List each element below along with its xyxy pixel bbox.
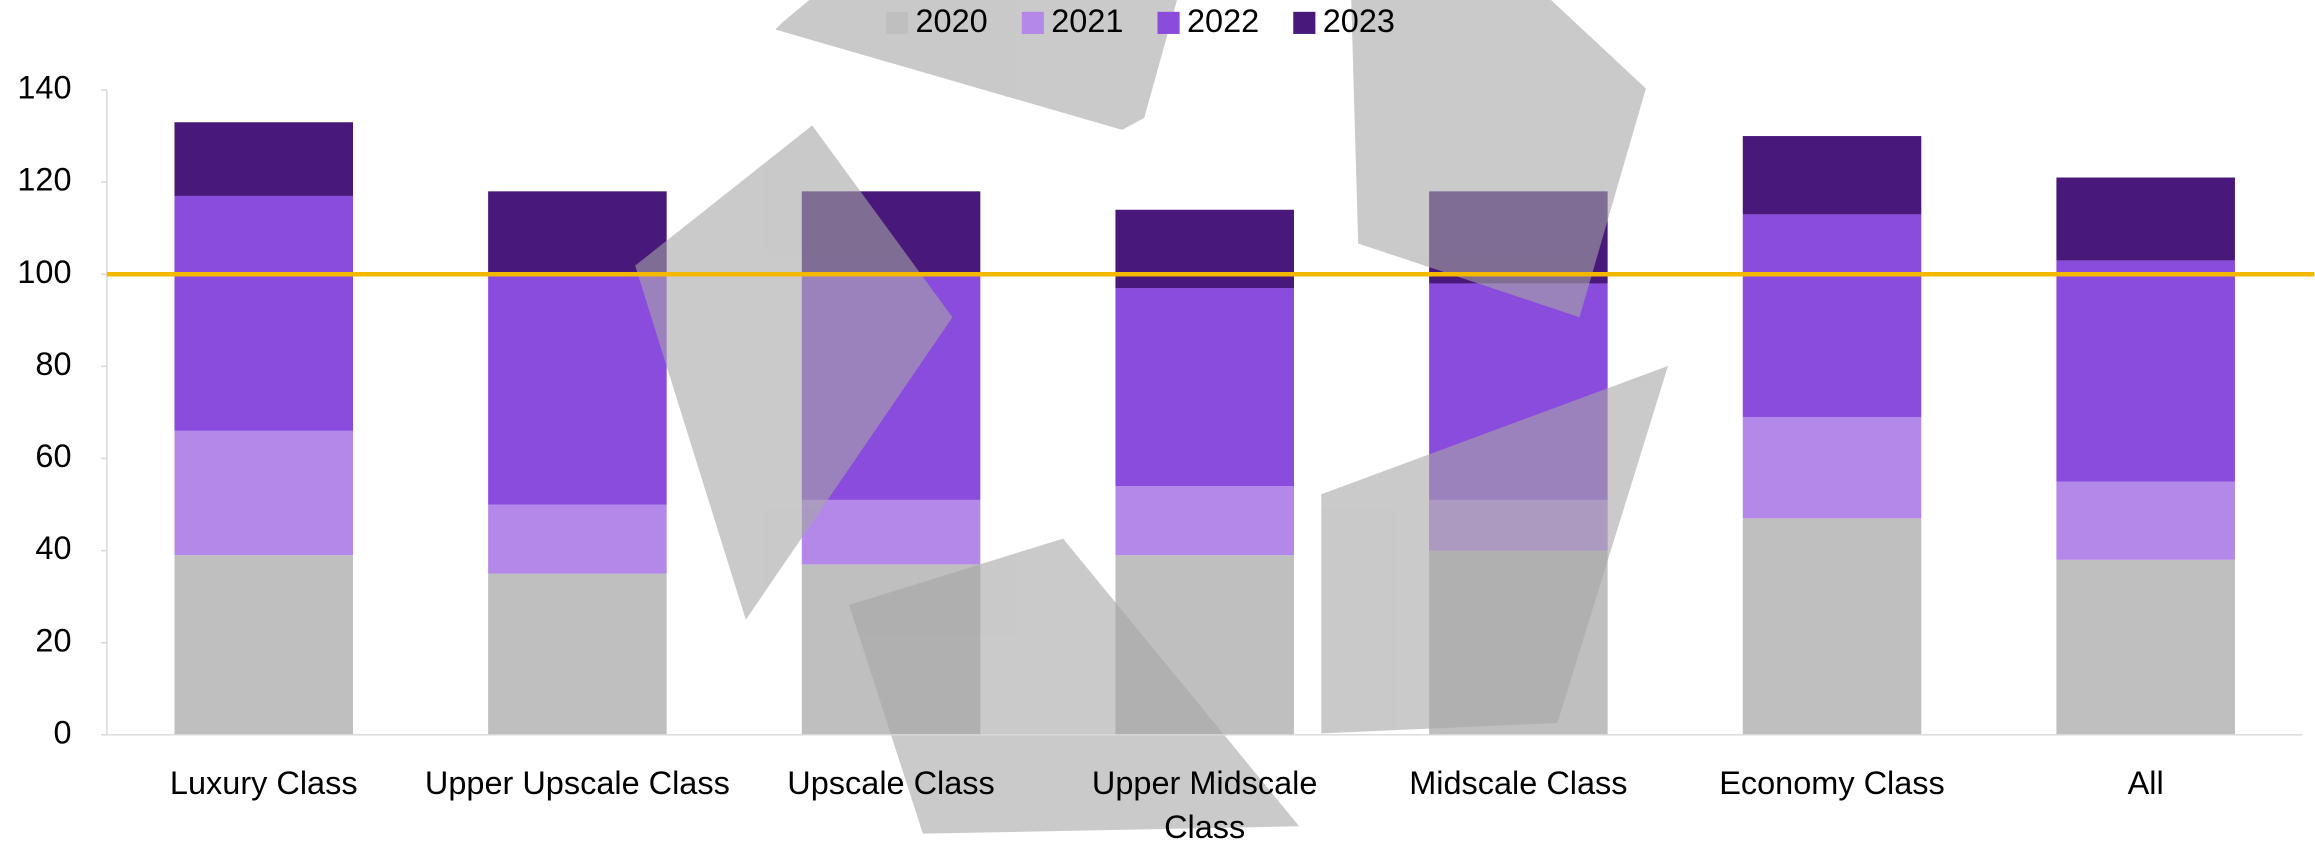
bar-segment bbox=[174, 555, 354, 735]
plot bbox=[174, 122, 2235, 735]
y-tick-label: 40 bbox=[35, 530, 71, 566]
x-tick-label: Midscale Class bbox=[1409, 764, 1628, 802]
legend-swatch bbox=[1293, 11, 1316, 34]
bar-segment bbox=[488, 504, 667, 574]
bar-segment bbox=[174, 195, 354, 431]
decoration bbox=[635, 0, 1669, 834]
x-label-box: All bbox=[2127, 764, 2164, 802]
arrow-shape bbox=[1321, 365, 1669, 734]
bar-segment bbox=[1742, 417, 1922, 519]
bar-segment bbox=[1742, 518, 1922, 735]
x-label-box: Upper Midscale Class bbox=[1091, 764, 1318, 845]
x-label-box: Midscale Class bbox=[1409, 764, 1628, 802]
bar-segment bbox=[1115, 486, 1294, 556]
legend-label: 2023 bbox=[1323, 3, 1395, 39]
bar-segment bbox=[174, 430, 354, 556]
arrow-shape bbox=[1351, 0, 1646, 318]
legend-label: 2021 bbox=[1051, 3, 1123, 39]
bar-segment bbox=[2056, 481, 2235, 560]
y-tick-label: 140 bbox=[17, 70, 71, 106]
bar-segment bbox=[174, 122, 354, 196]
x-tick-label: Economy Class bbox=[1719, 764, 1945, 802]
legend-swatch bbox=[886, 11, 909, 34]
bar-segment bbox=[2056, 260, 2235, 482]
x-tick-label: Luxury Class bbox=[169, 764, 358, 802]
y-tick-label: 0 bbox=[53, 714, 71, 750]
legend-label: 2022 bbox=[1187, 3, 1259, 39]
x-label-box: Economy Class bbox=[1719, 764, 1945, 802]
x-tick-label: Upscale Class bbox=[787, 764, 995, 802]
x-label-box: Luxury Class bbox=[169, 764, 358, 802]
arrow-shape bbox=[635, 125, 953, 620]
y-tick-label: 100 bbox=[17, 254, 71, 290]
bar-segment bbox=[1742, 214, 1922, 418]
arrow-shape bbox=[775, 0, 1178, 130]
x-label-box: Upper Upscale Class bbox=[424, 764, 730, 802]
bar-segment bbox=[488, 573, 667, 735]
bar-segment bbox=[488, 191, 667, 275]
legend-swatch bbox=[1021, 11, 1044, 34]
x-tick-label: Upper Upscale Class bbox=[424, 764, 730, 802]
y-tick-label: 60 bbox=[35, 438, 71, 474]
bar-segment bbox=[2056, 177, 2235, 261]
bar-segment bbox=[488, 274, 667, 505]
legend-label: 2020 bbox=[916, 3, 988, 39]
y-tick-label: 120 bbox=[17, 162, 71, 198]
legend-swatch bbox=[1157, 11, 1180, 34]
arrow-shape bbox=[849, 538, 1300, 834]
x-tick-label: All bbox=[2127, 764, 2164, 802]
bar-segment bbox=[801, 499, 981, 565]
bar-segment bbox=[1115, 288, 1294, 487]
x-tick-label: Upper Midscale Class bbox=[1091, 764, 1318, 845]
axes: 0 20 40 60 80 100 120 140 Luxury Class Upper Upsc… bbox=[17, 3, 2315, 845]
bar-segment bbox=[1742, 136, 1922, 215]
y-tick-label: 20 bbox=[35, 622, 71, 658]
bar-segment bbox=[2056, 559, 2235, 735]
y-tick-label: 80 bbox=[35, 346, 71, 382]
x-label-box: Upscale Class bbox=[787, 764, 995, 802]
